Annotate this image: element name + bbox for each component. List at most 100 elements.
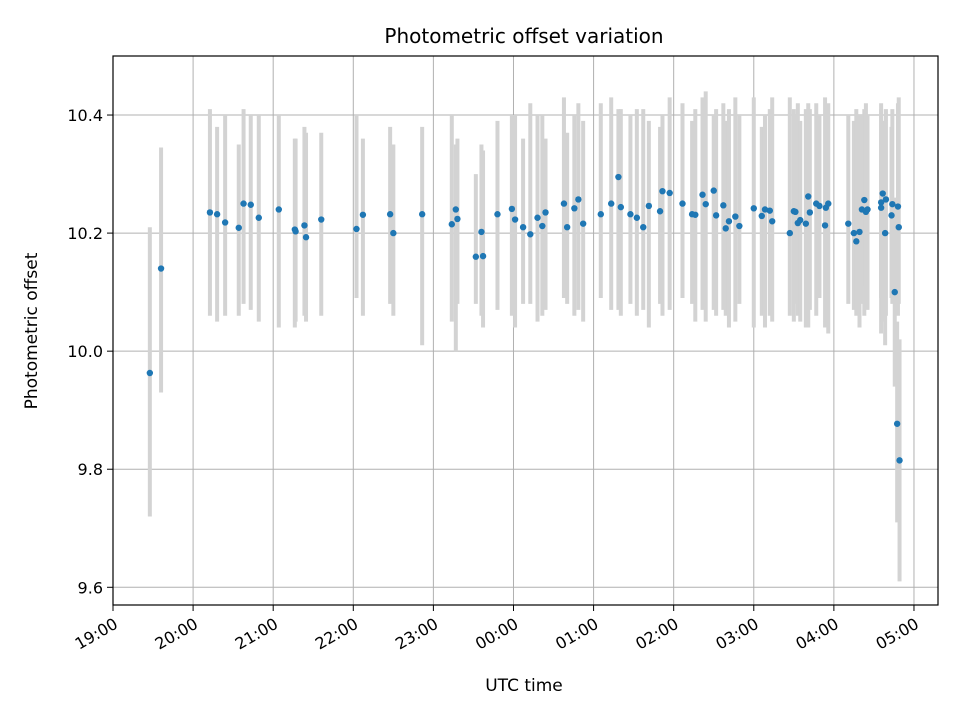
data-point	[882, 196, 890, 203]
data-point	[710, 187, 717, 194]
data-point	[864, 206, 871, 213]
y-tick-label: 9.6	[78, 578, 103, 597]
data-point	[542, 209, 549, 216]
data-point	[891, 288, 898, 296]
data-point	[816, 202, 823, 210]
data-point	[659, 187, 666, 195]
data-point	[472, 253, 480, 260]
data-point	[712, 212, 720, 219]
x-axis-label: UTC time	[485, 676, 563, 696]
y-tick-label: 10.0	[67, 342, 103, 361]
data-point	[640, 223, 647, 231]
data-point	[821, 222, 829, 229]
data-point	[786, 229, 794, 237]
chart-title: Photometric offset variation	[384, 24, 663, 48]
data-point	[247, 201, 254, 208]
data-point	[758, 212, 765, 220]
data-point	[766, 207, 773, 214]
data-point	[881, 229, 889, 237]
data-point	[206, 209, 214, 216]
data-point	[479, 252, 487, 260]
y-tick-label: 10.4	[67, 106, 103, 125]
data-point	[805, 193, 812, 200]
data-point	[454, 215, 461, 223]
data-point	[575, 196, 582, 203]
data-point	[527, 231, 534, 238]
data-point	[853, 238, 860, 245]
data-point	[494, 211, 501, 218]
data-point	[579, 220, 587, 227]
data-point	[806, 209, 814, 216]
data-point	[418, 211, 426, 218]
data-point	[539, 222, 546, 230]
data-point	[725, 218, 733, 225]
data-point	[768, 218, 776, 225]
data-point	[478, 228, 485, 236]
data-point	[235, 224, 242, 231]
data-point	[761, 206, 769, 213]
data-point	[896, 457, 903, 464]
data-point	[560, 200, 568, 207]
data-point	[448, 221, 456, 228]
data-point	[452, 206, 460, 213]
data-point	[353, 225, 360, 233]
data-point	[722, 225, 729, 232]
data-point	[627, 211, 634, 218]
data-point	[275, 206, 283, 213]
data-point	[861, 196, 868, 204]
data-point	[390, 229, 397, 237]
data-point	[825, 200, 832, 207]
data-point	[508, 205, 516, 213]
plot-frame	[112, 55, 939, 606]
data-point	[802, 220, 810, 227]
data-point	[666, 189, 673, 197]
data-point	[359, 211, 367, 218]
error-bars	[147, 91, 902, 582]
data-point	[302, 234, 310, 241]
data-point	[146, 369, 154, 377]
data-point	[750, 205, 757, 212]
data-point	[889, 200, 896, 208]
data-point	[240, 200, 247, 207]
data-point	[386, 211, 394, 218]
data-point	[645, 202, 653, 210]
data-point	[736, 222, 743, 230]
data-point	[157, 265, 165, 272]
data-point	[656, 208, 664, 215]
y-tick-label: 9.8	[78, 460, 103, 479]
data-point	[608, 200, 615, 207]
data-point	[692, 211, 699, 218]
y-axis-label: Photometric offset	[22, 252, 42, 409]
data-point	[213, 211, 221, 218]
data-point	[617, 203, 625, 211]
y-axis-ticks: 9.6 9.8 10.0 10.2 10.4	[67, 106, 113, 597]
data-point	[792, 208, 799, 216]
data-point	[877, 204, 885, 211]
data-point	[292, 228, 299, 235]
data-point	[879, 190, 886, 197]
data-point	[301, 222, 308, 229]
data-points	[146, 173, 903, 464]
data-point	[732, 213, 739, 220]
data-point	[563, 223, 571, 231]
data-point	[877, 199, 885, 206]
data-point	[511, 216, 519, 223]
data-point	[894, 203, 902, 210]
data-point	[633, 214, 641, 221]
data-point	[893, 420, 901, 427]
data-point	[699, 191, 706, 198]
data-point	[519, 223, 527, 231]
data-point	[702, 200, 709, 208]
data-point	[571, 205, 578, 212]
data-point	[720, 202, 727, 209]
y-tick-label: 10.2	[67, 224, 103, 243]
data-point	[845, 220, 852, 227]
data-point	[797, 216, 804, 224]
data-point	[856, 228, 863, 236]
data-point	[597, 211, 604, 218]
data-point	[895, 223, 902, 231]
data-point	[255, 214, 262, 221]
data-point	[850, 229, 858, 237]
data-point	[534, 214, 541, 221]
